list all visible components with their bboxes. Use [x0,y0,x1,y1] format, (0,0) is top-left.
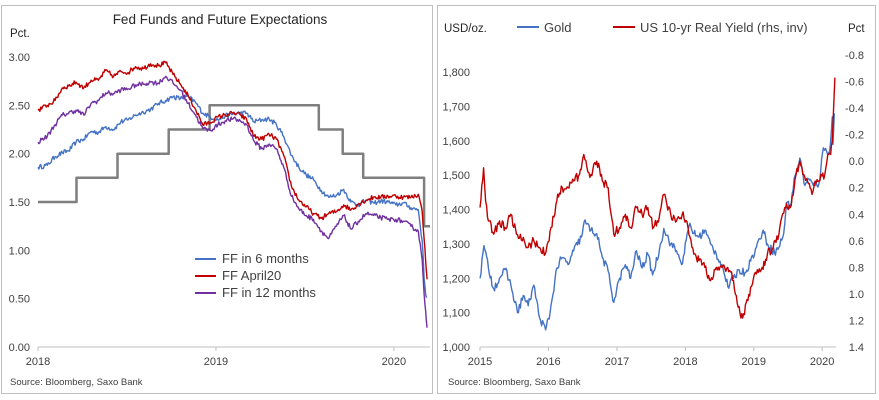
legend-ff-april20-label: FF April20 [222,268,281,283]
left-y-tick-label: 2.00 [9,149,30,161]
left-chart-series [37,60,430,328]
right-y2-tick-label: 1.4 [849,342,864,354]
left-y-tick-label: 0.00 [9,342,30,354]
right-x-tick-label: 2017 [605,356,629,368]
right-y2-tick-label: -0.4 [845,103,864,115]
us-10yr-real-yield-line [479,77,836,319]
left-y-tick-label: 3.00 [9,52,30,64]
right-y2-tick-label: 0.6 [849,236,864,248]
right-panel-frame [437,5,876,394]
right-y-tick-label: 1,100 [442,308,470,320]
left-y-tick-label: 1.00 [9,245,30,257]
right-x-tick-label: 2018 [673,356,697,368]
left-x-tick-label: 2020 [382,356,406,368]
left-chart-title: Fed Funds and Future Expectations [113,12,328,27]
right-chart-series [479,77,836,331]
legend-us-10yr-real-yield-label: US 10-yr Real Yield (rhs, inv) [640,20,808,35]
right-y-tick-label: 1,300 [442,239,470,251]
ff-april20-line [37,60,428,280]
right-y2-tick-label: 1.0 [849,289,864,301]
left-chart-axes: 0.00 0.50 1.00 1.50 2.00 2.50 3.00 2018 2019 2020 [9,52,430,368]
left-x-tick-label: 2018 [26,356,50,368]
right-x-tick-label: 2020 [810,356,834,368]
right-y2-tick-label: 0.2 [849,183,864,195]
right-y2-tick-label: -0.8 [845,50,864,62]
right-chart-axes: 1,000 1,100 1,200 1,300 1,400 1,500 1,600 1,700… [442,50,864,368]
legend-ff-12-months-label: FF in 12 months [222,285,316,300]
right-y-tick-label: 1,000 [442,342,470,354]
ff-12-months-line [37,75,428,328]
left-y-tick-label: 0.50 [9,294,30,306]
left-chart-source: Source: Bloomberg, Saxo Bank [10,377,143,388]
right-chart-y2-unit: Pct [848,23,865,35]
left-panel-frame [1,5,433,394]
legend-ff-6-months-label: FF in 6 months [222,251,309,266]
legend-gold-label: Gold [544,20,571,35]
right-y-tick-label: 1,600 [442,136,470,148]
right-y-tick-label: 1,500 [442,170,470,182]
right-x-tick-label: 2019 [742,356,766,368]
right-y-tick-label: 1,200 [442,273,470,285]
right-y-tick-label: 1,400 [442,205,470,217]
right-chart-source: Source: Bloomberg, Saxo Bank [448,377,581,388]
right-y2-tick-label: -0.6 [845,77,864,89]
right-y2-tick-label: 1.2 [849,315,864,327]
right-y-tick-label: 1,700 [442,102,470,114]
right-y2-tick-label: 0.8 [849,262,864,274]
left-chart-legend: FF in 6 months FF April20 FF in 12 months [195,251,316,300]
right-y2-tick-label: -0.2 [845,130,864,142]
left-chart-y-unit: Pct. [10,28,30,40]
right-chart-y-unit: USD/oz. [444,23,487,35]
right-y2-tick-label: 0.0 [849,156,864,168]
right-y-tick-label: 1,800 [442,67,470,79]
gold-line [479,113,835,331]
right-x-tick-label: 2015 [468,356,492,368]
right-chart-legend: Gold US 10-yr Real Yield (rhs, inv) [517,20,808,35]
left-y-tick-label: 2.50 [9,100,30,112]
left-y-tick-label: 1.50 [9,197,30,209]
left-x-tick-label: 2019 [204,356,228,368]
right-y2-tick-label: 0.4 [849,209,864,221]
fed-funds-target-line [38,104,430,228]
right-x-tick-label: 2016 [536,356,560,368]
